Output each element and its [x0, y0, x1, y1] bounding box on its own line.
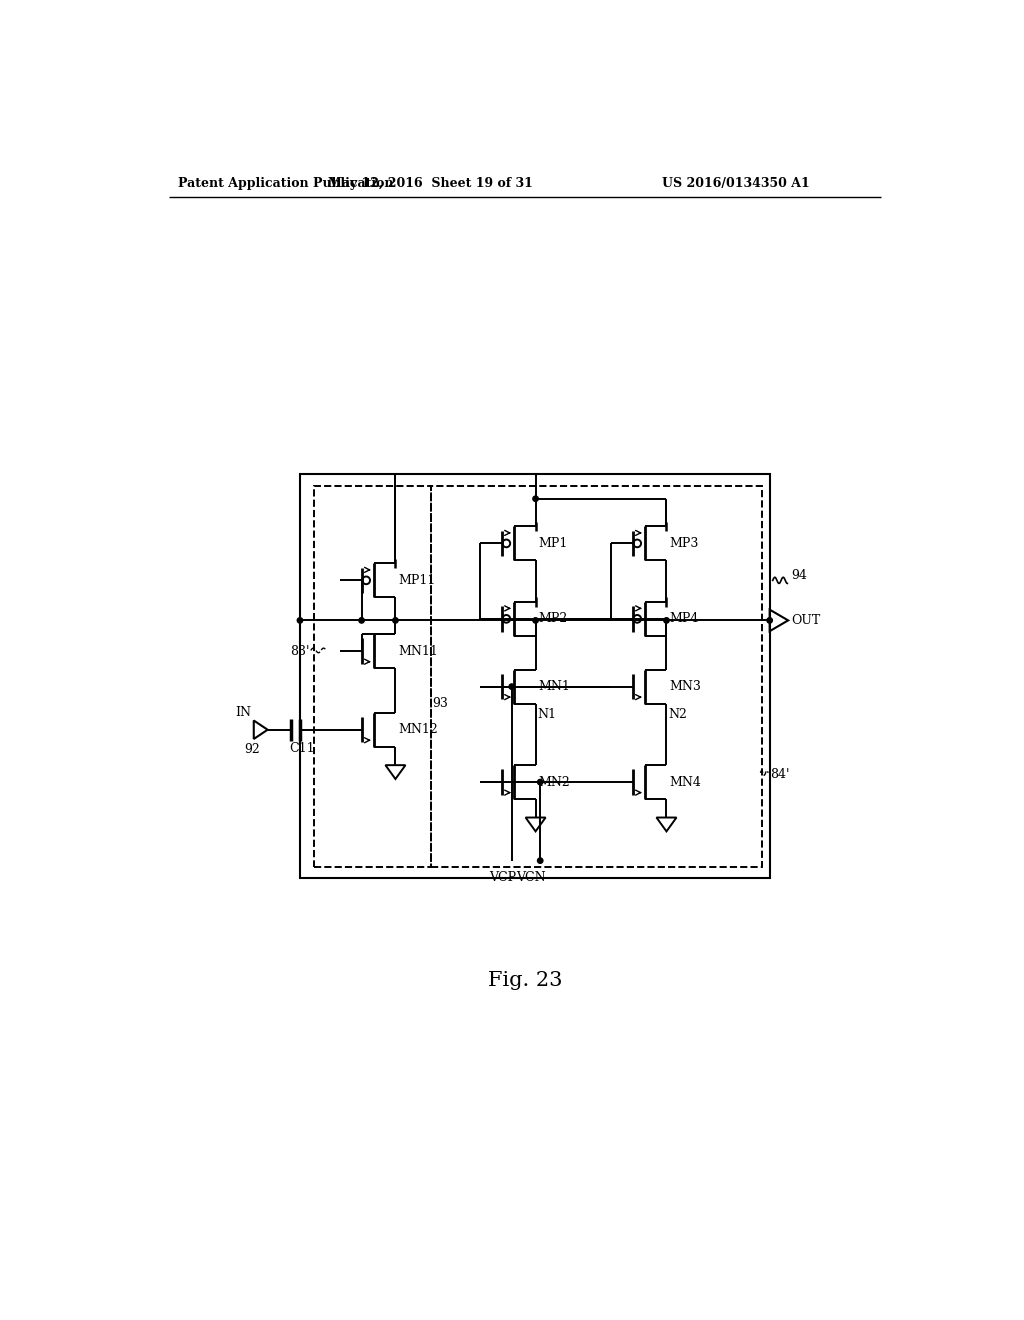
- Text: N1: N1: [538, 708, 556, 721]
- Text: C11: C11: [289, 742, 314, 755]
- Text: IN: IN: [236, 706, 251, 719]
- Text: Fig. 23: Fig. 23: [487, 972, 562, 990]
- Circle shape: [532, 496, 539, 502]
- Text: MN4: MN4: [670, 776, 701, 788]
- Text: N2: N2: [668, 708, 687, 721]
- Text: 92: 92: [245, 743, 260, 756]
- Circle shape: [532, 618, 539, 623]
- Text: MN11: MN11: [398, 644, 438, 657]
- Text: OUT: OUT: [792, 614, 820, 627]
- Circle shape: [767, 618, 772, 623]
- Text: MP2: MP2: [539, 612, 568, 626]
- Circle shape: [538, 858, 543, 863]
- Text: MN1: MN1: [539, 680, 570, 693]
- Text: MP3: MP3: [670, 537, 699, 550]
- Text: 83': 83': [291, 644, 310, 657]
- Circle shape: [509, 684, 514, 689]
- Text: 93: 93: [432, 697, 449, 710]
- Text: May 12, 2016  Sheet 19 of 31: May 12, 2016 Sheet 19 of 31: [329, 177, 534, 190]
- Text: MP1: MP1: [539, 537, 568, 550]
- Text: 94: 94: [792, 569, 807, 582]
- Text: 84': 84': [770, 768, 790, 781]
- Text: VCP: VCP: [488, 871, 516, 884]
- Text: MN3: MN3: [670, 680, 701, 693]
- Bar: [313, 486, 431, 867]
- Circle shape: [664, 618, 669, 623]
- Bar: [431, 486, 762, 867]
- Circle shape: [358, 618, 365, 623]
- Circle shape: [538, 779, 543, 785]
- Text: US 2016/0134350 A1: US 2016/0134350 A1: [662, 177, 810, 190]
- Text: VCN: VCN: [516, 871, 546, 884]
- Circle shape: [297, 618, 303, 623]
- Text: Patent Application Publication: Patent Application Publication: [178, 177, 394, 190]
- Bar: [300, 474, 770, 878]
- Text: MN12: MN12: [398, 723, 438, 737]
- Text: MP4: MP4: [670, 612, 699, 626]
- Circle shape: [393, 618, 398, 623]
- Text: MN2: MN2: [539, 776, 570, 788]
- Text: MP11: MP11: [398, 574, 436, 587]
